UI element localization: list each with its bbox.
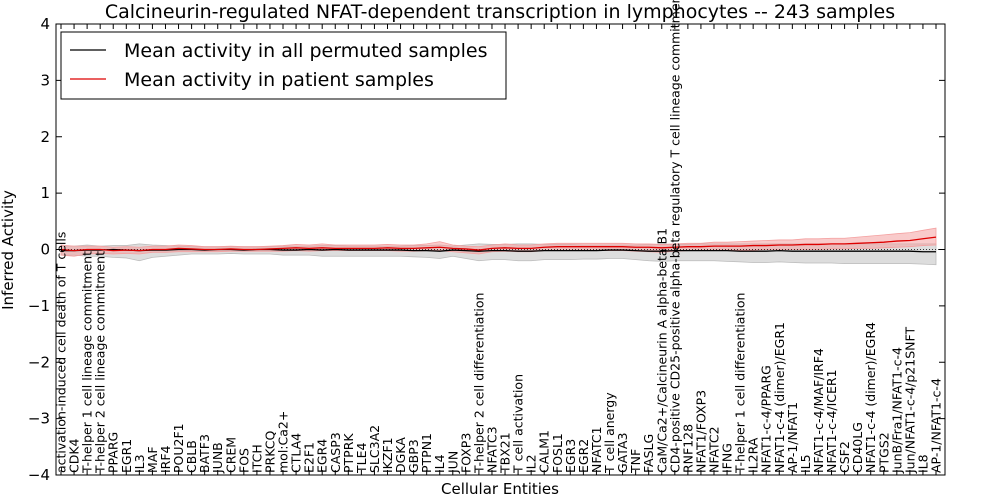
y-tick-label: 4: [40, 15, 50, 33]
category-label: FOSL1: [550, 433, 565, 473]
category-label: T cell anergy: [602, 392, 617, 474]
category-label: IL4: [432, 454, 447, 473]
category-label: CD4-positive CD25-positive alpha-beta re…: [667, 0, 682, 473]
category-label: IL2RA: [746, 437, 761, 473]
category-label: T-helper 2 cell lineage commitment: [93, 251, 108, 474]
category-label: AP-1/NFAT1-c-4: [929, 378, 944, 473]
category-label: IL5: [798, 454, 813, 473]
category-label: IKZF1: [380, 437, 395, 473]
category-label: GBP3: [406, 439, 421, 473]
category-label: JunB/Fra1/NFAT1-c-4: [889, 347, 904, 474]
confidence-bands: [60, 227, 937, 266]
category-label: NFATC1: [589, 426, 604, 473]
x-axis-ticks: [60, 24, 937, 475]
category-label: NFATC3: [484, 426, 499, 473]
category-label: FOXP3: [458, 433, 473, 473]
category-label: PRKCQ: [262, 431, 277, 473]
y-axis-ticks: −4 −3 −2 −1 0 1 2 3 4: [28, 15, 945, 484]
y-tick-label: −4: [28, 466, 50, 484]
category-label: CDK4: [67, 438, 82, 473]
category-label: E2F1: [302, 442, 317, 473]
category-label: CALM1: [537, 430, 552, 473]
category-label: CaM/Ca2+/Calcineurin A alpha-beta B1: [654, 228, 669, 473]
band-series-2: [60, 227, 937, 257]
category-label: T-helper 1 cell lineage commitment: [80, 251, 95, 474]
category-label: PTPRK: [341, 433, 356, 473]
y-tick-label: −2: [28, 353, 50, 371]
category-label: ITCH: [249, 444, 264, 473]
category-label: PTGS2: [876, 432, 891, 473]
category-label: T-helper 1 cell differentiation: [733, 293, 748, 474]
category-label: SLC3A2: [367, 425, 382, 473]
legend-entry-2: Mean activity in patient samples: [124, 69, 434, 91]
category-label: CSF2: [837, 441, 852, 473]
category-label: TLE4: [354, 443, 369, 474]
category-label: NFAT1-c-4 (dimer)/EGR4: [863, 322, 878, 473]
category-label: DGKA: [393, 437, 408, 473]
category-label: IFNG: [720, 443, 735, 473]
category-label: NFAT1-c-4/PPARG: [759, 365, 774, 473]
category-label: POU2F1: [171, 423, 186, 473]
legend: Mean activity in all permuted samples Mea…: [60, 31, 507, 100]
category-label: EGR2: [576, 439, 591, 473]
y-tick-label: −3: [28, 410, 50, 428]
category-label: CASP3: [328, 432, 343, 473]
category-label: TBX21: [498, 432, 513, 474]
x-axis-label: Cellular Entities: [441, 480, 559, 498]
category-label: IRF4: [158, 445, 173, 473]
category-label: T cell activation: [511, 374, 526, 474]
category-label: IL3: [132, 454, 147, 473]
category-label: mol:Ca2+: [276, 411, 291, 473]
category-label: EGR3: [563, 439, 578, 473]
y-tick-label: 0: [40, 241, 50, 259]
category-label: CD40LG: [850, 422, 865, 473]
y-tick-label: 1: [40, 184, 50, 202]
category-label: CTLA4: [289, 433, 304, 473]
category-label: IL2: [524, 454, 539, 473]
category-label: PPARG: [106, 432, 121, 473]
category-label: NFATC2: [706, 426, 721, 473]
category-label: JUNB: [210, 442, 225, 474]
y-tick-label: 2: [40, 128, 50, 146]
category-labels: activation-induced cell death of T cells…: [54, 0, 944, 474]
category-label: NFAT1/FOXP3: [693, 390, 708, 473]
legend-entry-1: Mean activity in all permuted samples: [124, 40, 487, 62]
category-label: GATA3: [615, 433, 630, 473]
category-label: EGR1: [119, 439, 134, 473]
category-label: T-helper 2 cell differentiation: [471, 293, 486, 474]
category-label: BATF3: [197, 434, 212, 473]
chart-title: Calcineurin-regulated NFAT-dependent tra…: [105, 1, 895, 23]
series-line-2: [60, 236, 937, 252]
category-label: FOS: [236, 448, 251, 473]
category-label: MAF: [145, 446, 160, 473]
series-lines: [60, 236, 937, 253]
category-label: EGR4: [315, 439, 330, 473]
y-tick-label: −1: [28, 297, 50, 315]
category-label: IL8: [915, 454, 930, 473]
category-label: FASLG: [641, 434, 656, 473]
category-label: RNF128: [680, 424, 695, 473]
y-tick-label: 3: [40, 71, 50, 89]
category-label: NFAT1-c-4/MAF/IRF4: [811, 348, 826, 473]
category-label: AP-1/NFAT1: [785, 402, 800, 473]
legend-box: [60, 31, 507, 100]
category-label: activation-induced cell death of T cells: [54, 232, 69, 473]
category-label: JUN: [445, 451, 460, 474]
category-label: CBLB: [184, 440, 199, 473]
category-label: TNF: [628, 449, 643, 474]
y-axis-label: Inferred Activity: [0, 190, 17, 310]
category-label: PTPN1: [419, 433, 434, 473]
category-label: Jun/NFAT1-c-4/p21SNFT: [902, 327, 917, 474]
category-label: NFAT1-c-4 (dimer)/EGR1: [772, 322, 787, 473]
category-label: NFAT1-c-4/ICER1: [824, 369, 839, 473]
category-label: CREM: [223, 437, 238, 473]
